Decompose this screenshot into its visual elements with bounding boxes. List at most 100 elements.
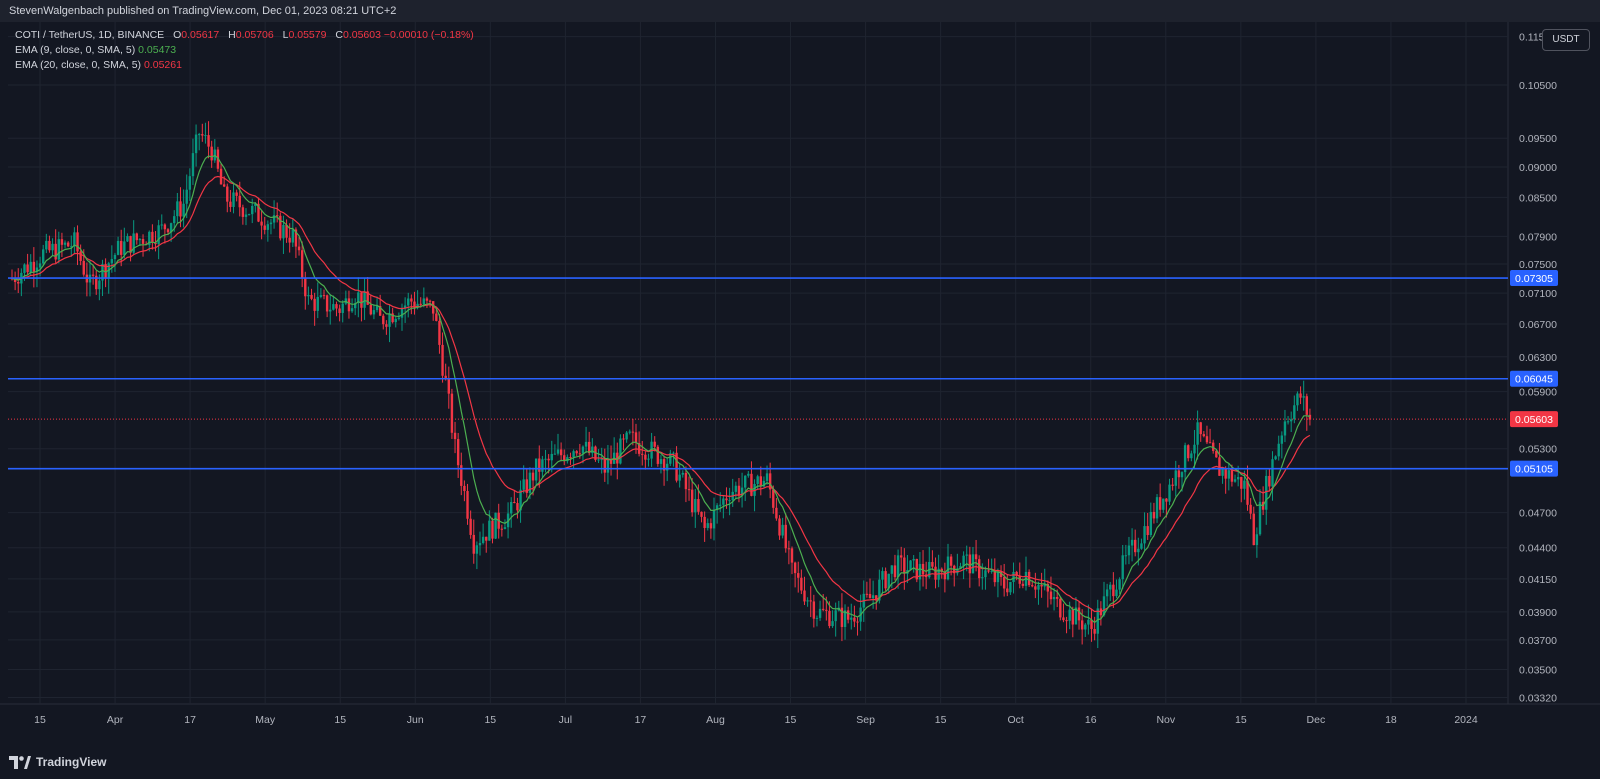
publisher-info: StevenWalgenbach published on TradingVie… xyxy=(9,5,397,17)
currency-button[interactable]: USDT xyxy=(1542,29,1590,51)
time-tick-label: Dec xyxy=(1307,714,1326,726)
candle-body xyxy=(416,303,419,308)
candle-body xyxy=(719,504,722,506)
candle-body xyxy=(1021,583,1025,586)
candle-body xyxy=(347,298,351,312)
candle-body xyxy=(503,527,507,529)
candle-body xyxy=(1077,607,1081,621)
candle-body xyxy=(1062,617,1065,621)
candle-body xyxy=(931,561,934,567)
candle-body xyxy=(148,231,151,245)
candle-body xyxy=(846,610,850,620)
candle-body xyxy=(793,562,797,574)
candle-body xyxy=(1271,459,1274,487)
candle-body xyxy=(428,300,432,302)
ema9-label[interactable]: EMA (9, close, 0, SMA, 5) xyxy=(15,44,136,56)
candle-body xyxy=(993,570,996,583)
candle-body xyxy=(57,239,60,260)
candle-body xyxy=(478,543,482,546)
candle-body xyxy=(656,446,660,464)
candle-body xyxy=(768,473,772,490)
time-tick-label: 17 xyxy=(184,714,196,726)
candle-body xyxy=(310,294,313,299)
candle-body xyxy=(694,499,697,513)
candle-body xyxy=(531,472,535,481)
candle-body xyxy=(875,595,878,601)
candle-body xyxy=(1168,484,1171,502)
candle-body xyxy=(238,195,241,208)
ema20-label[interactable]: EMA (20, close, 0, SMA, 5) xyxy=(15,59,142,71)
ema20-value: 0.05261 xyxy=(143,59,182,71)
candle-body xyxy=(173,216,176,224)
candle-body xyxy=(469,518,472,535)
change-value: −0.00010 (−0.18%) xyxy=(383,29,474,41)
symbol-legend-row[interactable]: COTI / TetherUS, 1D, BINANCE O0.05617 H0… xyxy=(15,28,474,43)
price-chart[interactable]: 0.11500 0.10500 0.09500 0.09000 0.08500 0.079… xyxy=(0,22,1600,749)
candle-body xyxy=(191,153,195,177)
ema9-legend-row[interactable]: EMA (9, close, 0, SMA, 5) 0.05473 xyxy=(15,43,474,58)
time-tick-label: 17 xyxy=(635,714,647,726)
candle-body xyxy=(662,459,666,471)
level-price-badge xyxy=(1510,270,1558,287)
candle-body xyxy=(896,555,900,578)
candle-body xyxy=(1308,414,1312,420)
candle-body xyxy=(1006,588,1009,593)
candle-body xyxy=(169,223,173,233)
candle-body xyxy=(257,203,260,222)
candle-body xyxy=(563,455,566,462)
time-tick-label: Apr xyxy=(107,714,124,726)
time-tick-label: Oct xyxy=(1008,714,1024,726)
candle-body xyxy=(965,554,968,556)
candle-body xyxy=(194,134,198,154)
ema9-line[interactable] xyxy=(11,154,1311,624)
candle-body xyxy=(1187,445,1190,459)
candle-body xyxy=(500,528,504,530)
candle-body xyxy=(294,229,298,247)
time-axis[interactable] xyxy=(0,704,1600,749)
candle-body xyxy=(400,308,404,318)
candle-body xyxy=(990,570,993,572)
candle-body xyxy=(456,439,460,466)
candle-body xyxy=(1183,445,1187,473)
candle-body xyxy=(481,536,485,544)
candle-body xyxy=(204,135,207,137)
candle-body xyxy=(1296,393,1299,406)
candle-body xyxy=(463,485,466,492)
candle-body xyxy=(229,201,232,207)
candle-body xyxy=(1240,477,1243,489)
candle-body xyxy=(369,304,372,315)
candle-body xyxy=(1199,422,1202,435)
candle-body xyxy=(1046,583,1050,592)
candle-body xyxy=(222,184,226,187)
candle-body xyxy=(372,310,376,315)
candle-body xyxy=(725,498,728,501)
candle-body xyxy=(425,298,429,301)
symbol-name[interactable]: COTI / TetherUS, 1D, BINANCE xyxy=(15,29,165,41)
candle-body xyxy=(260,221,263,226)
candle-body xyxy=(1027,571,1031,586)
candle-body xyxy=(506,513,510,528)
ema20-legend-row[interactable]: EMA (20, close, 0, SMA, 5) 0.05261 xyxy=(15,58,474,73)
level-price-label: 0.05105 xyxy=(1515,464,1553,476)
candle-body xyxy=(201,134,204,136)
candle-body xyxy=(1190,453,1193,459)
ema20-line[interactable] xyxy=(11,175,1311,613)
candle-body xyxy=(1290,419,1293,422)
candle-body xyxy=(272,215,276,223)
candle-body xyxy=(329,309,332,312)
tradingview-logo[interactable]: TradingView xyxy=(9,755,106,769)
candle-body xyxy=(210,146,213,161)
candle-body xyxy=(48,240,51,251)
price-axis[interactable] xyxy=(1508,22,1600,704)
low-label: L xyxy=(282,29,289,41)
candle-body xyxy=(151,231,154,243)
candle-body xyxy=(316,296,319,311)
candle-body xyxy=(575,451,578,454)
candle-body xyxy=(422,298,426,305)
candle-body xyxy=(1049,591,1053,600)
candle-body xyxy=(307,294,310,297)
candle-body xyxy=(653,441,656,447)
time-tick-label: 15 xyxy=(785,714,797,726)
candle-body xyxy=(1255,534,1259,546)
candle-body xyxy=(672,452,675,454)
